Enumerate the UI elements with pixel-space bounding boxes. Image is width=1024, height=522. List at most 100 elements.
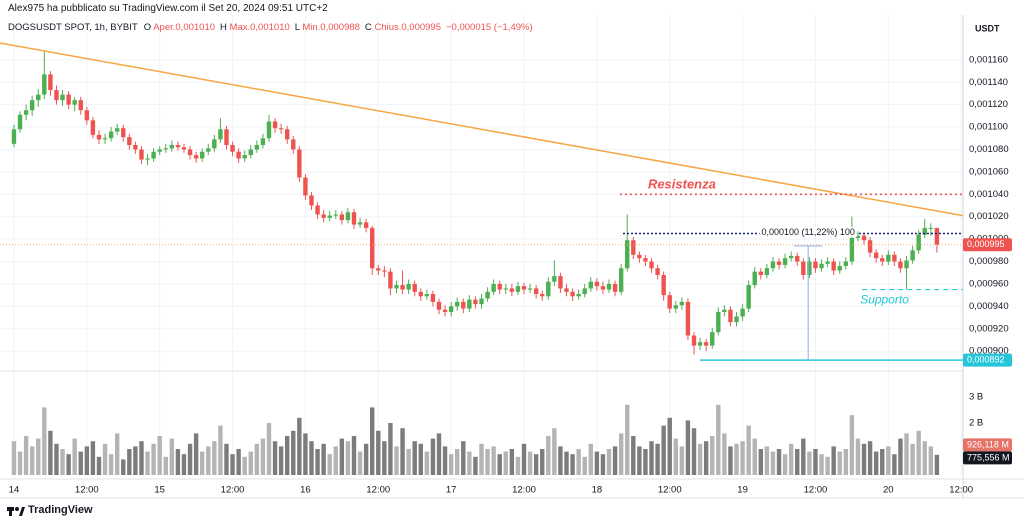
- candle-body: [691, 335, 697, 346]
- candle-body: [418, 291, 423, 297]
- candle-body: [521, 286, 527, 290]
- resistance-label: Resistenza: [648, 177, 716, 192]
- candle-body: [722, 309, 727, 312]
- candle-body: [78, 100, 83, 111]
- volume-bar: [218, 425, 223, 475]
- candle-body: [333, 214, 338, 216]
- candle-body: [740, 308, 745, 317]
- y-tick-label: 0,000920: [969, 323, 1009, 334]
- x-tick-label: 16: [300, 485, 311, 496]
- candle-body: [928, 227, 934, 229]
- volume-bar: [631, 436, 636, 475]
- candle-body: [218, 129, 223, 140]
- candle-body: [42, 74, 47, 95]
- candle-body: [922, 227, 927, 235]
- volume-bar: [181, 454, 187, 475]
- volume-label-bg: [963, 451, 1012, 465]
- volume-bar: [345, 441, 351, 475]
- volume-bar: [448, 454, 454, 475]
- volume-bar: [412, 441, 417, 475]
- volume-bar: [643, 449, 648, 475]
- volume-bar: [910, 443, 915, 475]
- volume-bar: [236, 449, 241, 475]
- candle-body: [169, 144, 175, 149]
- candle-body: [831, 261, 836, 271]
- x-tick-label: 17: [446, 485, 457, 496]
- volume-bar: [157, 436, 162, 475]
- y-tick-label: 0,001120: [969, 99, 1008, 110]
- candle-body: [181, 147, 187, 150]
- volume-bar: [357, 451, 363, 475]
- legend-key: H: [220, 22, 227, 33]
- volume-bar: [764, 446, 770, 475]
- volume-bar: [873, 451, 879, 475]
- volume-bar: [582, 456, 587, 475]
- volume-bar: [121, 459, 126, 475]
- volume-bar: [819, 454, 824, 475]
- candle-body: [527, 288, 533, 290]
- volume-bar: [546, 436, 551, 475]
- candle-body: [206, 148, 211, 152]
- volume-bar: [90, 441, 96, 475]
- candle-body: [533, 288, 539, 295]
- volume-bar: [436, 433, 442, 475]
- candle-body: [861, 235, 867, 241]
- candle-body: [637, 254, 642, 259]
- candle-body: [382, 270, 387, 272]
- volume-bar: [649, 441, 654, 475]
- legend-key: O: [143, 22, 152, 33]
- candle-body: [473, 299, 478, 305]
- candle-body: [236, 151, 241, 159]
- candle-body: [898, 261, 903, 269]
- publisher-line: Alex975 ha pubblicato su TradingView.com…: [8, 3, 328, 14]
- volume-bar: [133, 446, 138, 475]
- volume-bar: [734, 443, 739, 475]
- candle-body: [278, 128, 284, 130]
- candle-body: [309, 195, 314, 206]
- volume-bar: [248, 451, 253, 475]
- volume-bar: [78, 451, 83, 475]
- volume-bar: [260, 438, 266, 475]
- volume-bar: [685, 420, 691, 475]
- candle-body: [339, 214, 345, 221]
- candle-body: [728, 309, 733, 323]
- x-tick-label: 12:00: [75, 485, 99, 496]
- volume-bar: [163, 456, 168, 475]
- volume-bar: [612, 446, 618, 475]
- volume-bar: [880, 449, 885, 475]
- candle-body: [291, 139, 296, 150]
- x-tick-label: 19: [737, 485, 748, 496]
- candle-body: [412, 283, 417, 292]
- volume-bar: [102, 443, 108, 475]
- legend-value: Chius.0,000995: [374, 22, 441, 33]
- x-tick-label: 18: [592, 485, 603, 496]
- volume-bar: [540, 449, 545, 475]
- volume-bar: [278, 446, 284, 475]
- x-tick-label: 12:00: [658, 485, 682, 496]
- volume-bar: [224, 443, 229, 475]
- x-tick-label: 14: [9, 485, 20, 496]
- candle-body: [455, 301, 460, 307]
- volume-bar: [491, 446, 496, 475]
- volume-bar: [96, 456, 102, 475]
- candle-body: [424, 294, 430, 297]
- candle-body: [697, 342, 703, 346]
- volume-bar: [114, 433, 120, 475]
- candle-body: [910, 250, 915, 261]
- candle-body: [66, 94, 71, 105]
- candle-body: [758, 271, 764, 275]
- candle-body: [133, 144, 138, 150]
- volume-label: 775,556 M: [967, 452, 1010, 462]
- logo: [7, 507, 25, 516]
- candle-body: [776, 261, 782, 265]
- volume-bar: [193, 433, 199, 475]
- y-tick-label: 0,001040: [969, 189, 1009, 200]
- candle-body: [843, 261, 849, 267]
- y-tick-label: 0,001140: [969, 77, 1008, 88]
- candle-body: [685, 301, 691, 336]
- x-tick-label: 15: [154, 485, 165, 496]
- candle-body: [199, 151, 205, 159]
- volume-bar: [418, 443, 423, 475]
- volume-bar: [831, 446, 836, 475]
